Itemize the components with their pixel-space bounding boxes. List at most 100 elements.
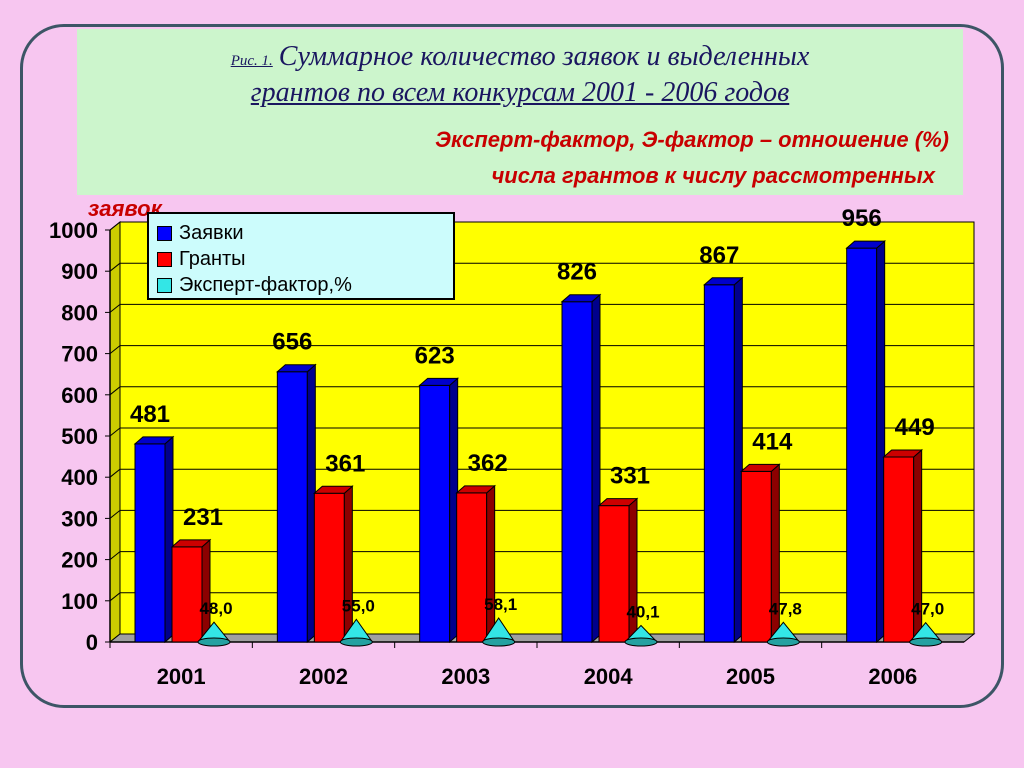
bar-side <box>201 538 211 644</box>
gridline-side <box>109 262 121 272</box>
data-label-applications: 656 <box>272 329 312 356</box>
legend-label-grants: Гранты <box>179 248 246 270</box>
bar-top <box>313 485 354 494</box>
y-tick-label: 200 <box>61 548 98 573</box>
data-label-expert-factor: 58,1 <box>484 595 517 614</box>
bar-top <box>455 485 496 494</box>
bar-applications <box>560 293 602 644</box>
bar-side <box>486 484 496 644</box>
legend-swatch-expert-factor <box>157 278 172 293</box>
data-label-applications: 867 <box>699 242 739 269</box>
bar-top <box>170 539 212 548</box>
bar-expert-factor <box>908 621 943 647</box>
bar-front <box>598 505 630 643</box>
gridline-side <box>109 551 121 560</box>
bar-top <box>882 449 923 458</box>
y-tick-label: 900 <box>61 259 98 284</box>
title-box: Рис. 1. Суммарное количество заявок и выд… <box>77 29 963 195</box>
data-label-grants: 449 <box>895 414 935 441</box>
y-tick-label: 500 <box>61 424 98 449</box>
bar-applications <box>276 363 317 644</box>
bar-top <box>597 498 639 507</box>
bar-top <box>133 436 175 445</box>
data-label-expert-factor: 40,1 <box>626 602 659 621</box>
data-label-applications: 481 <box>130 401 170 428</box>
bar-front <box>883 456 915 643</box>
y-tick-label: 0 <box>86 630 98 655</box>
data-label-expert-factor: 48,0 <box>199 599 232 618</box>
gridline-side <box>109 221 121 231</box>
x-tick-label: 2002 <box>299 664 348 689</box>
bar-applications <box>418 377 459 644</box>
bar-top <box>703 277 744 286</box>
bar-grants <box>455 484 496 644</box>
bar-top <box>276 364 317 373</box>
bar-front <box>740 470 772 643</box>
bar-top <box>740 463 781 472</box>
gridline-side <box>109 592 121 602</box>
plot-floor <box>108 633 976 643</box>
gridline-side <box>109 468 121 478</box>
bar-front <box>561 301 593 643</box>
y-tick-label: 1000 <box>49 218 98 243</box>
title-line-2: грантов по всем конкурсам 2001 - 2006 го… <box>250 77 790 108</box>
y-tick-label: 800 <box>61 300 98 325</box>
bar-grants <box>882 448 923 644</box>
chart-legend: Заявки Гранты Эксперт-фактор,% <box>147 212 455 300</box>
bar-applications <box>845 240 886 644</box>
legend-item-grants: Гранты <box>157 246 453 272</box>
bar-grants <box>170 538 212 644</box>
data-label-grants: 362 <box>468 450 508 477</box>
data-label-expert-factor: 47,8 <box>769 599 802 618</box>
bar-front <box>456 492 488 643</box>
x-tick-label: 2004 <box>584 664 634 689</box>
bar-side <box>343 485 353 644</box>
gridline-side <box>109 304 121 313</box>
bar-expert-factor <box>196 621 232 647</box>
bar-grants <box>740 463 781 644</box>
gridline-side <box>109 345 121 354</box>
gridline-side <box>109 386 121 396</box>
y-tick-label: 300 <box>61 506 98 531</box>
cone-base <box>624 637 658 647</box>
cone-base <box>482 637 516 647</box>
data-label-grants: 231 <box>183 504 223 531</box>
subtitle-line-2: числа грантов к числу рассмотренных <box>491 163 935 188</box>
cone-base <box>909 637 943 647</box>
figure-label: Рис. 1. <box>230 53 273 69</box>
bar-top <box>418 377 459 386</box>
gridline-side <box>109 510 121 519</box>
legend-label-applications: Заявки <box>179 222 244 244</box>
bar-expert-factor <box>481 617 516 647</box>
bar-front <box>276 371 308 643</box>
legend-label-expert-factor: Эксперт-фактор,% <box>179 274 352 296</box>
data-label-grants: 414 <box>752 428 793 455</box>
legend-item-applications: Заявки <box>157 220 453 246</box>
gridline-side <box>109 427 121 437</box>
cone-base <box>766 637 800 647</box>
bar-front <box>419 384 451 643</box>
bar-front <box>313 492 345 643</box>
bar-expert-factor <box>766 621 801 647</box>
x-tick-label: 2003 <box>441 664 490 689</box>
legend-item-expert-factor: Эксперт-фактор,% <box>157 272 453 298</box>
data-label-expert-factor: 55,0 <box>342 596 375 615</box>
data-label-applications: 623 <box>415 342 455 369</box>
y-tick-label: 700 <box>61 342 98 367</box>
x-tick-label: 2006 <box>868 664 917 689</box>
bar-top <box>560 294 602 303</box>
slide-frame <box>20 24 1004 708</box>
data-label-applications: 956 <box>842 205 882 232</box>
bar-applications <box>133 435 175 644</box>
bar-front <box>134 443 166 643</box>
cone-base <box>339 637 373 647</box>
title-text-1: Суммарное количество заявок и выделенных <box>278 41 810 72</box>
cone-base <box>197 637 231 647</box>
x-tick-label: 2005 <box>726 664 775 689</box>
data-label-applications: 826 <box>557 259 597 286</box>
bar-front <box>171 546 203 643</box>
y-tick-label: 100 <box>61 589 98 614</box>
data-label-grants: 331 <box>610 463 650 490</box>
bar-front <box>846 247 878 643</box>
